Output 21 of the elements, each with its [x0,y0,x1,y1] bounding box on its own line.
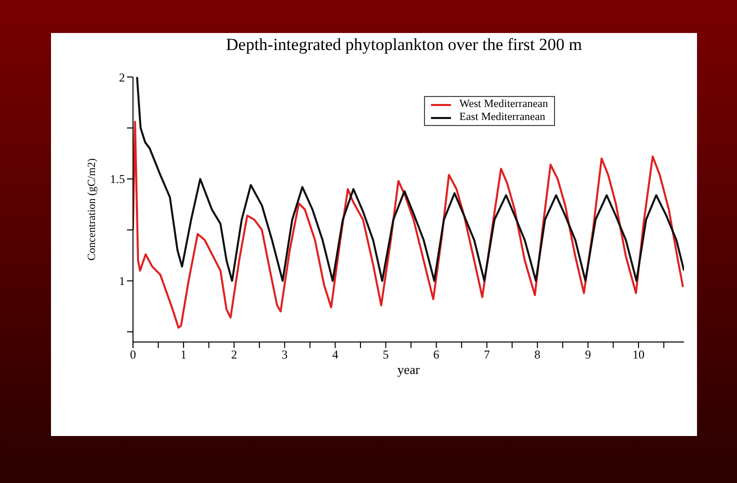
x-tick-label: 6 [433,348,440,362]
x-tick-label: 10 [632,348,645,362]
legend-label: West Mediterranean [459,98,548,111]
x-tick-label: 8 [534,348,540,362]
x-tick-label: 9 [584,348,591,362]
x-tick-label: 1 [180,348,187,362]
x-tick-label: 3 [282,348,288,362]
line-series [136,77,684,282]
y-axis-title: Concentration (gC/m2) [86,158,98,261]
x-tick-label: 2 [231,348,238,362]
y-tick-label: 1 [119,274,125,288]
y-tick-label: 2 [119,70,125,84]
x-axis-title: year [397,362,420,377]
x-tick-label: 0 [130,348,136,362]
x-tick-label: 4 [332,348,338,362]
chart-title: Depth-integrated phytoplankton over the first 200 m [225,35,583,55]
x-tick-label: 5 [382,348,389,362]
y-tick-label: 1.5 [110,172,125,186]
line-series [133,120,684,329]
x-tick-label: 7 [484,348,490,362]
legend-label: East Mediterranean [459,111,546,124]
